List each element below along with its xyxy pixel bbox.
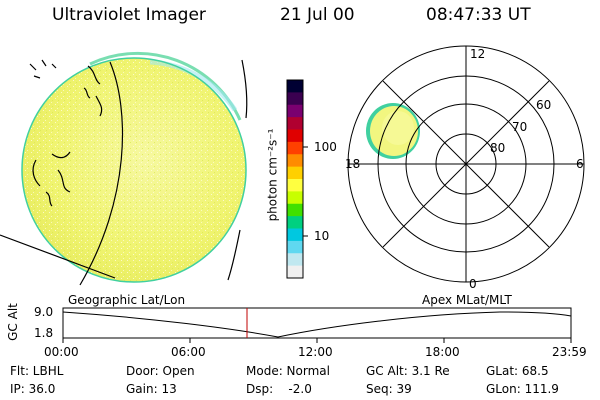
colorbar-unit-label: photon cm⁻²s⁻¹ [265,128,280,222]
glat-status: GLat: 68.5 [486,364,549,378]
geographic-overlay [0,59,248,286]
colorbar-segment [287,203,303,217]
colorbar-segment [287,216,303,230]
x-tick-0000: 00:00 [44,345,79,359]
colorbar-segment [287,80,303,93]
gc-alt-axis-title: GC Alt [5,303,20,341]
time-label: 08:47:33 UT [426,5,531,25]
colorbar-segment [287,253,303,267]
colorbar-segment [287,92,303,106]
gain-status: Gain: 13 [126,382,177,396]
colorbar-segment [287,129,303,143]
colorbar-segment [287,154,303,168]
ip-status: IP: 36.0 [10,382,56,396]
y-tick-high: 9.0 [34,305,54,319]
x-tick-0600: 06:00 [171,345,206,359]
colorbar-segment [287,166,303,180]
altitude-timeline [62,307,572,343]
x-tick-1200: 12:00 [298,345,333,359]
seq-status: Seq: 39 [366,382,412,396]
colorbar-segment [287,240,303,254]
colorbar-tick-high: 100 [314,140,337,154]
lat-label-80: 80 [490,141,506,155]
glon-status: GLon: 111.9 [486,382,559,396]
dsp-status: Dsp: -2.0 [246,382,312,396]
mlt-label-0: 0 [469,277,477,291]
lat-label-60: 60 [536,98,552,112]
mode-status: Mode: Normal [246,364,330,378]
colorbar-segment [287,191,303,205]
colorbar-segment [287,141,303,155]
colorbar-segment [287,228,303,242]
instrument-title: Ultraviolet Imager [52,5,206,25]
colorbar-segment [287,179,303,192]
colorbar-tick-low: 10 [314,229,330,243]
colorbar-frame [286,79,304,279]
lat-label-70: 70 [512,120,528,134]
mlt-label-18: 18 [345,157,361,171]
earth-image [21,51,247,283]
door-status: Door: Open [126,364,195,378]
auroral-feature [366,103,420,159]
filter-status: Flt: LBHL [10,364,64,378]
mlt-label-6: 6 [576,157,584,171]
colorbar-ticks [303,146,308,237]
geographic-label: Geographic Lat/Lon [68,293,186,307]
colorbar-segment [287,117,303,131]
x-tick-2359: 23:59 [552,345,587,359]
x-tick-1800: 18:00 [425,345,460,359]
colorbar-segment [287,104,303,118]
colorbar-segment [287,265,303,279]
date-label: 21 Jul 00 [280,5,355,25]
apex-label: Apex MLat/MLT [422,293,512,307]
y-tick-low: 1.8 [34,326,54,340]
mlt-label-12: 12 [470,47,486,61]
polar-plot [347,45,585,283]
intensity-colorbar [286,79,304,279]
gc-alt-status: GC Alt: 3.1 Re [366,364,450,378]
